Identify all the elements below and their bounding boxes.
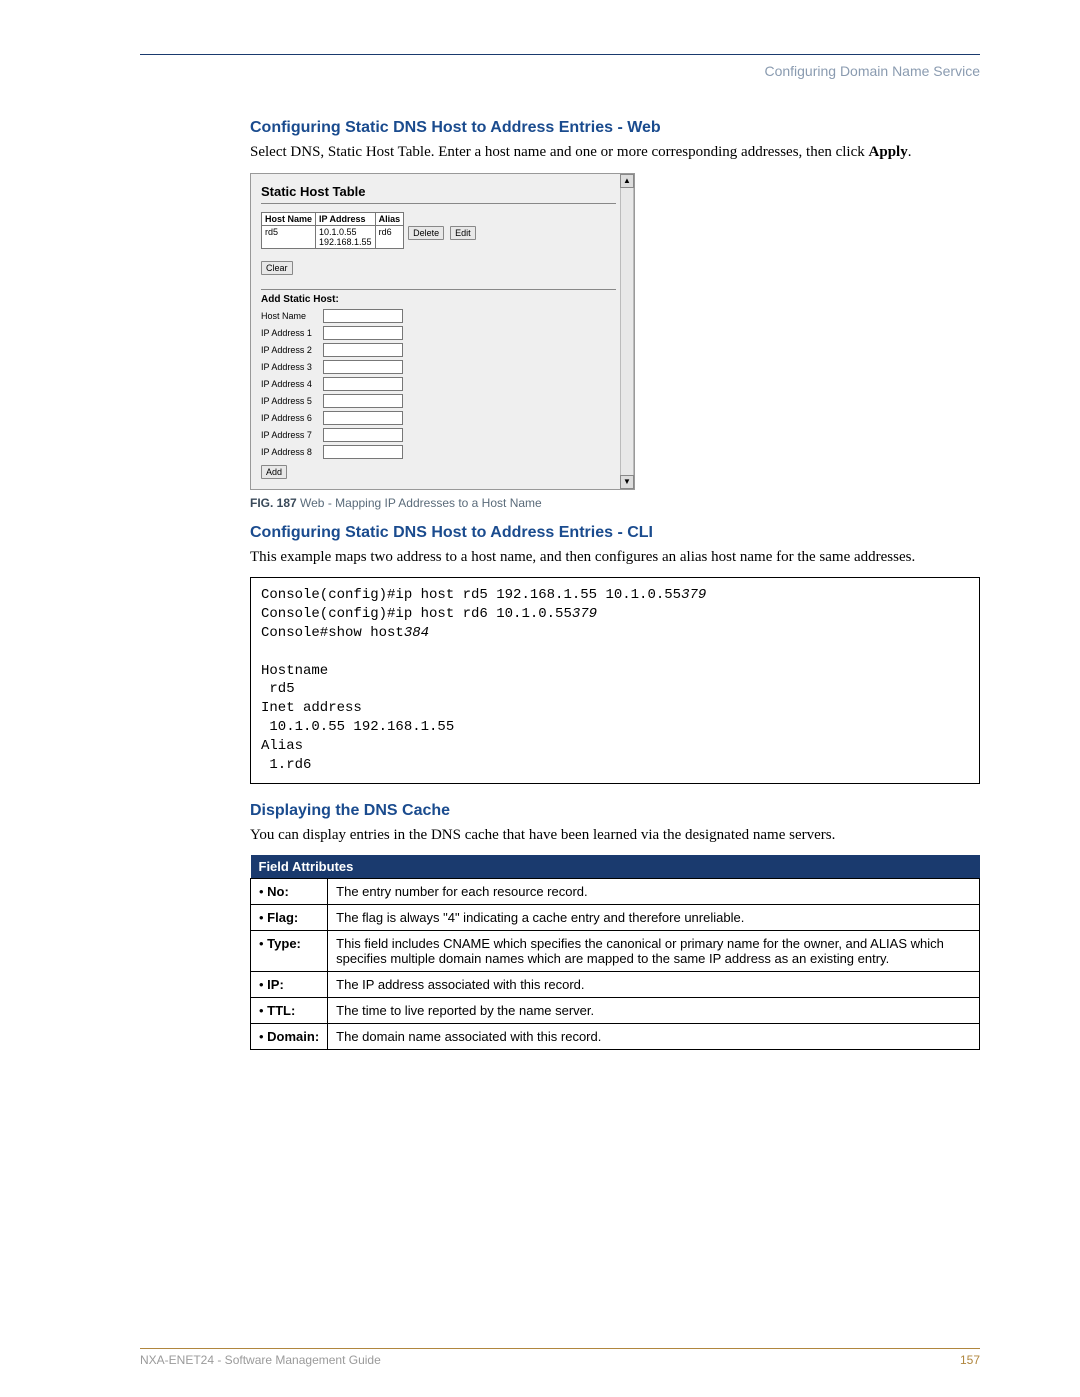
col-hostname: Host Name <box>262 212 316 225</box>
intro-cli: This example maps two address to a host … <box>250 548 980 568</box>
fa-value: The time to live reported by the name se… <box>328 998 980 1024</box>
intro-web-c: . <box>908 144 912 160</box>
col-alias: Alias <box>375 212 404 225</box>
fa-key: • No: <box>251 879 328 905</box>
fa-value: The entry number for each resource recor… <box>328 879 980 905</box>
clear-button[interactable]: Clear <box>261 261 293 275</box>
label-ip7: IP Address 7 <box>261 430 323 440</box>
intro-cache: You can display entries in the DNS cache… <box>250 826 980 846</box>
intro-web-b: Apply <box>869 144 908 160</box>
fa-row: • Domain:The domain name associated with… <box>251 1024 980 1050</box>
col-ip: IP Address <box>316 212 376 225</box>
intro-web-a: Select DNS, Static Host Table. Enter a h… <box>250 144 869 160</box>
add-static-host-heading: Add Static Host: <box>261 289 616 305</box>
label-hostname: Host Name <box>261 311 323 321</box>
hostname-input[interactable] <box>323 309 403 323</box>
code-ref: 379 <box>681 587 706 603</box>
code-line: Console#show host <box>261 625 404 641</box>
page-footer: NXA-ENET24 - Software Management Guide 1… <box>140 1348 980 1367</box>
code-line: Console(config)#ip host rd6 10.1.0.55 <box>261 606 572 622</box>
fa-row: • IP:The IP address associated with this… <box>251 972 980 998</box>
ip5-input[interactable] <box>323 394 403 408</box>
fa-value: The flag is always "4" indicating a cach… <box>328 905 980 931</box>
ip7-input[interactable] <box>323 428 403 442</box>
fa-key: • IP: <box>251 972 328 998</box>
label-ip5: IP Address 5 <box>261 396 323 406</box>
fa-key: • Domain: <box>251 1024 328 1050</box>
static-host-screenshot: ▲ ▼ Static Host Table Host Name IP Addre… <box>250 173 635 490</box>
code-line: 10.1.0.55 192.168.1.55 <box>261 719 454 735</box>
code-line: rd5 <box>261 681 295 697</box>
label-ip2: IP Address 2 <box>261 345 323 355</box>
fa-value: The domain name associated with this rec… <box>328 1024 980 1050</box>
fa-row: • Type:This field includes CNAME which s… <box>251 931 980 972</box>
add-button[interactable]: Add <box>261 465 287 479</box>
fa-row: • Flag:The flag is always "4" indicating… <box>251 905 980 931</box>
ip3-input[interactable] <box>323 360 403 374</box>
fa-key: • Type: <box>251 931 328 972</box>
fa-header: Field Attributes <box>251 855 980 879</box>
fa-value: This field includes CNAME which specifie… <box>328 931 980 972</box>
fa-value: The IP address associated with this reco… <box>328 972 980 998</box>
host-table: Host Name IP Address Alias rd5 10.1.0.55… <box>261 212 479 249</box>
footer-left: NXA-ENET24 - Software Management Guide <box>140 1353 381 1367</box>
heading-web: Configuring Static DNS Host to Address E… <box>250 119 980 137</box>
code-line: Alias <box>261 738 303 754</box>
ip8-input[interactable] <box>323 445 403 459</box>
label-ip3: IP Address 3 <box>261 362 323 372</box>
cell-ips: 10.1.0.55 192.168.1.55 <box>316 225 376 248</box>
ip6-input[interactable] <box>323 411 403 425</box>
figure-caption: FIG. 187 Web - Mapping IP Addresses to a… <box>250 496 980 510</box>
page-number: 157 <box>960 1353 980 1367</box>
heading-cache: Displaying the DNS Cache <box>250 802 980 820</box>
ip4-input[interactable] <box>323 377 403 391</box>
table-header-row: Host Name IP Address Alias <box>262 212 479 225</box>
scroll-up-icon[interactable]: ▲ <box>620 174 634 188</box>
label-ip8: IP Address 8 <box>261 447 323 457</box>
fa-row: • TTL:The time to live reported by the n… <box>251 998 980 1024</box>
cell-alias: rd6 <box>375 225 404 248</box>
intro-web: Select DNS, Static Host Table. Enter a h… <box>250 143 980 163</box>
page-header-section: Configuring Domain Name Service <box>140 63 980 79</box>
ip2-input[interactable] <box>323 343 403 357</box>
code-line: 1.rd6 <box>261 757 311 773</box>
label-ip4: IP Address 4 <box>261 379 323 389</box>
label-ip1: IP Address 1 <box>261 328 323 338</box>
figure-number: FIG. 187 <box>250 496 297 510</box>
field-attributes-table: Field Attributes • No:The entry number f… <box>250 855 980 1050</box>
code-line: Hostname <box>261 663 328 679</box>
fa-row: • No:The entry number for each resource … <box>251 879 980 905</box>
fa-key: • Flag: <box>251 905 328 931</box>
cell-host: rd5 <box>262 225 316 248</box>
scroll-track[interactable] <box>620 188 634 475</box>
cli-code-block: Console(config)#ip host rd5 192.168.1.55… <box>250 577 980 784</box>
code-ref: 379 <box>572 606 597 622</box>
code-ref: 384 <box>404 625 429 641</box>
label-ip6: IP Address 6 <box>261 413 323 423</box>
delete-button[interactable]: Delete <box>408 226 444 240</box>
fa-key: • TTL: <box>251 998 328 1024</box>
heading-cli: Configuring Static DNS Host to Address E… <box>250 524 980 542</box>
code-line: Inet address <box>261 700 362 716</box>
panel-title: Static Host Table <box>261 184 616 199</box>
edit-button[interactable]: Edit <box>450 226 476 240</box>
code-line: Console(config)#ip host rd5 192.168.1.55… <box>261 587 681 603</box>
table-row: rd5 10.1.0.55 192.168.1.55 rd6 Delete Ed… <box>262 225 479 248</box>
scroll-down-icon[interactable]: ▼ <box>620 475 634 489</box>
ip1-input[interactable] <box>323 326 403 340</box>
figure-text: Web - Mapping IP Addresses to a Host Nam… <box>297 496 542 510</box>
